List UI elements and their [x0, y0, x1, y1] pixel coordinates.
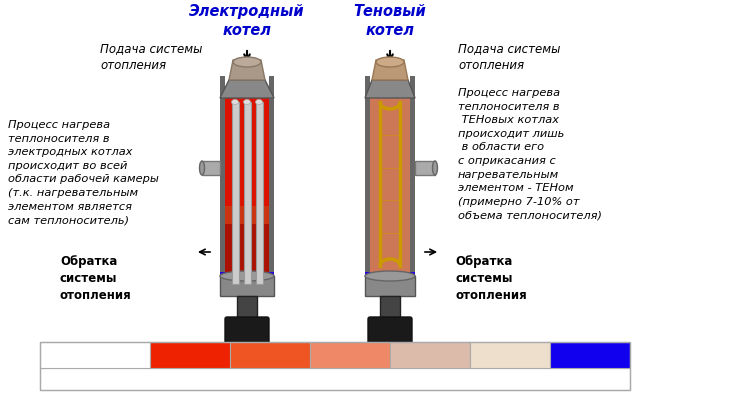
Ellipse shape	[433, 161, 437, 175]
Bar	[310, 342, 390, 368]
Polygon shape	[415, 161, 435, 175]
Text: Процесс нагрева
теплоносителя в
 ТЕНовых котлах
происходит лишь
 в области его
с: Процесс нагрева теплоносителя в ТЕНовых …	[458, 88, 602, 220]
Polygon shape	[365, 276, 415, 296]
Text: Температура
теплоносителя: Температура теплоносителя	[48, 348, 142, 378]
Bar	[550, 342, 630, 368]
Ellipse shape	[233, 57, 261, 67]
Bar	[390, 342, 470, 368]
Polygon shape	[235, 359, 239, 379]
Polygon shape	[388, 359, 392, 379]
Polygon shape	[254, 359, 260, 379]
Polygon shape	[220, 80, 274, 98]
Ellipse shape	[232, 100, 238, 104]
Ellipse shape	[200, 161, 205, 175]
Text: Подача системы
отопления: Подача системы отопления	[100, 42, 202, 72]
Polygon shape	[244, 102, 250, 284]
Polygon shape	[220, 276, 274, 296]
Text: 85°C: 85°C	[175, 373, 206, 386]
Ellipse shape	[256, 100, 262, 104]
Polygon shape	[365, 272, 415, 288]
Bar	[40, 342, 150, 368]
Polygon shape	[237, 296, 257, 321]
FancyBboxPatch shape	[368, 317, 412, 363]
Text: 20°C: 20°C	[574, 373, 605, 386]
Polygon shape	[410, 76, 415, 278]
Bar	[470, 342, 550, 368]
Polygon shape	[225, 206, 269, 224]
Polygon shape	[256, 102, 262, 284]
Ellipse shape	[365, 271, 415, 281]
Polygon shape	[202, 161, 220, 175]
Polygon shape	[372, 60, 408, 80]
Polygon shape	[225, 224, 269, 274]
Text: Обратка
системы
отопления: Обратка системы отопления	[455, 255, 526, 302]
Polygon shape	[370, 94, 410, 274]
Polygon shape	[232, 102, 238, 284]
Text: 40°C: 40°C	[415, 373, 446, 386]
Bar	[230, 342, 310, 368]
Text: Теновый
котел: Теновый котел	[354, 4, 426, 38]
Polygon shape	[269, 76, 274, 278]
Ellipse shape	[376, 57, 404, 67]
Polygon shape	[365, 76, 370, 278]
Text: 65°C: 65°C	[254, 373, 286, 386]
Polygon shape	[220, 76, 225, 278]
Text: Процесс нагрева
теплоносителя в
электродных котлах
происходит во всей
области ра: Процесс нагрева теплоносителя в электрод…	[8, 120, 159, 225]
Polygon shape	[229, 60, 265, 80]
Text: 50°C: 50°C	[334, 373, 365, 386]
Ellipse shape	[220, 271, 274, 281]
Text: 30°C: 30°C	[494, 373, 526, 386]
Bar	[40, 368, 630, 390]
Polygon shape	[380, 296, 400, 321]
Polygon shape	[365, 80, 415, 98]
Text: Обратка
системы
отопления: Обратка системы отопления	[60, 255, 132, 302]
Bar	[150, 342, 230, 368]
Text: Подача системы
отопления: Подача системы отопления	[458, 42, 560, 72]
Bar	[40, 342, 630, 390]
Ellipse shape	[244, 100, 250, 104]
Text: Электродный
котел: Электродный котел	[189, 4, 304, 38]
Polygon shape	[220, 272, 274, 288]
FancyBboxPatch shape	[225, 317, 269, 363]
Polygon shape	[225, 94, 269, 206]
